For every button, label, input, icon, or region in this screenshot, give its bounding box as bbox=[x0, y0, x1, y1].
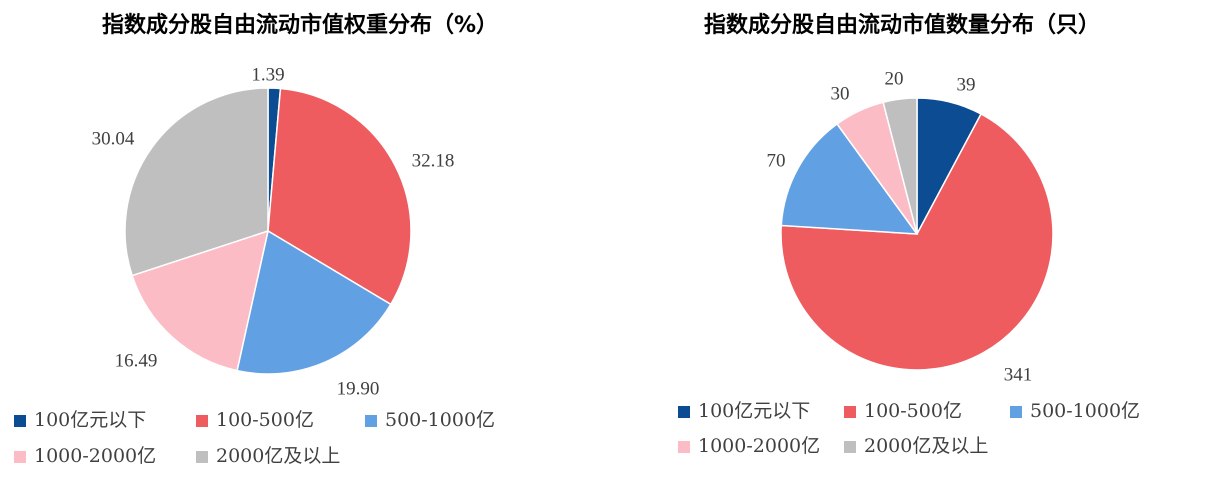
legend-label-500-1000: 500-1000亿 bbox=[385, 409, 495, 431]
legend-swatch-100-500 bbox=[196, 415, 208, 427]
chart-title: 指数成分股自由流动市值权重分布（%） bbox=[102, 12, 498, 38]
pie-slices bbox=[780, 97, 1054, 371]
legend-label-2000-plus: 2000亿及以上 bbox=[864, 435, 988, 457]
legend-swatch-500-1000 bbox=[365, 415, 377, 427]
legend: 100亿元以下 100-500亿 500-1000亿 1000-2000亿 2000亿及… bbox=[14, 409, 495, 467]
data-label-2000-plus: 20 bbox=[885, 68, 904, 89]
pie-slice-1000-2000 bbox=[131, 229, 270, 372]
legend-swatch-below-100 bbox=[678, 406, 690, 418]
count-pie-panel: 指数成分股自由流动市值数量分布（只） 39 341 70 30 20 100亿元以下 10… bbox=[600, 0, 1205, 487]
data-label-1000-2000: 16.49 bbox=[115, 350, 158, 371]
data-label-500-1000: 19.90 bbox=[337, 378, 380, 399]
legend-label-1000-2000: 1000-2000亿 bbox=[34, 445, 156, 467]
legend-swatch-2000-plus bbox=[196, 451, 208, 463]
data-label-500-1000: 70 bbox=[767, 150, 786, 171]
legend-label-1000-2000: 1000-2000亿 bbox=[698, 435, 820, 457]
legend-label-500-1000: 500-1000亿 bbox=[1030, 400, 1140, 422]
pie-slice-100-500 bbox=[267, 87, 412, 306]
pie-slice-2000-plus bbox=[124, 87, 269, 277]
weight-pie-chart: 指数成分股自由流动市值权重分布（%） 1.39 32.18 19.90 16.49 30… bbox=[14, 12, 498, 467]
chart-title: 指数成分股自由流动市值数量分布（只） bbox=[704, 12, 1100, 38]
legend-label-below-100: 100亿元以下 bbox=[698, 400, 810, 422]
legend-swatch-1000-2000 bbox=[14, 451, 26, 463]
data-label-1000-2000: 30 bbox=[831, 83, 850, 104]
data-label-below-100: 1.39 bbox=[251, 64, 284, 85]
legend-swatch-below-100 bbox=[14, 415, 26, 427]
data-label-100-500: 32.18 bbox=[412, 150, 455, 171]
legend: 100亿元以下 100-500亿 500-1000亿 1000-2000亿 2000亿及… bbox=[678, 400, 1140, 457]
legend-swatch-2000-plus bbox=[844, 441, 856, 453]
legend-label-below-100: 100亿元以下 bbox=[34, 409, 146, 431]
pie-slice-500-1000 bbox=[780, 122, 919, 235]
legend-swatch-100-500 bbox=[844, 406, 856, 418]
data-label-2000-plus: 30.04 bbox=[92, 128, 135, 149]
pie-slice-100-500 bbox=[780, 112, 1054, 371]
pie-slice-2000-plus bbox=[882, 97, 918, 235]
legend-swatch-1000-2000 bbox=[678, 441, 690, 453]
legend-label-100-500: 100-500亿 bbox=[216, 409, 314, 431]
pie-slices bbox=[124, 87, 412, 375]
legend-swatch-500-1000 bbox=[1010, 406, 1022, 418]
data-label-100-500: 341 bbox=[1004, 364, 1033, 385]
pie-data-labels: 1.39 32.18 19.90 16.49 30.04 bbox=[92, 64, 455, 399]
legend-label-100-500: 100-500亿 bbox=[864, 400, 962, 422]
weight-pie-panel: 指数成分股自由流动市值权重分布（%） 1.39 32.18 19.90 16.49 30… bbox=[0, 0, 600, 487]
data-label-below-100: 39 bbox=[957, 74, 976, 95]
pie-slice-500-1000 bbox=[236, 229, 392, 375]
pie-data-labels: 39 341 70 30 20 bbox=[767, 68, 1033, 385]
legend-label-2000-plus: 2000亿及以上 bbox=[216, 445, 340, 467]
